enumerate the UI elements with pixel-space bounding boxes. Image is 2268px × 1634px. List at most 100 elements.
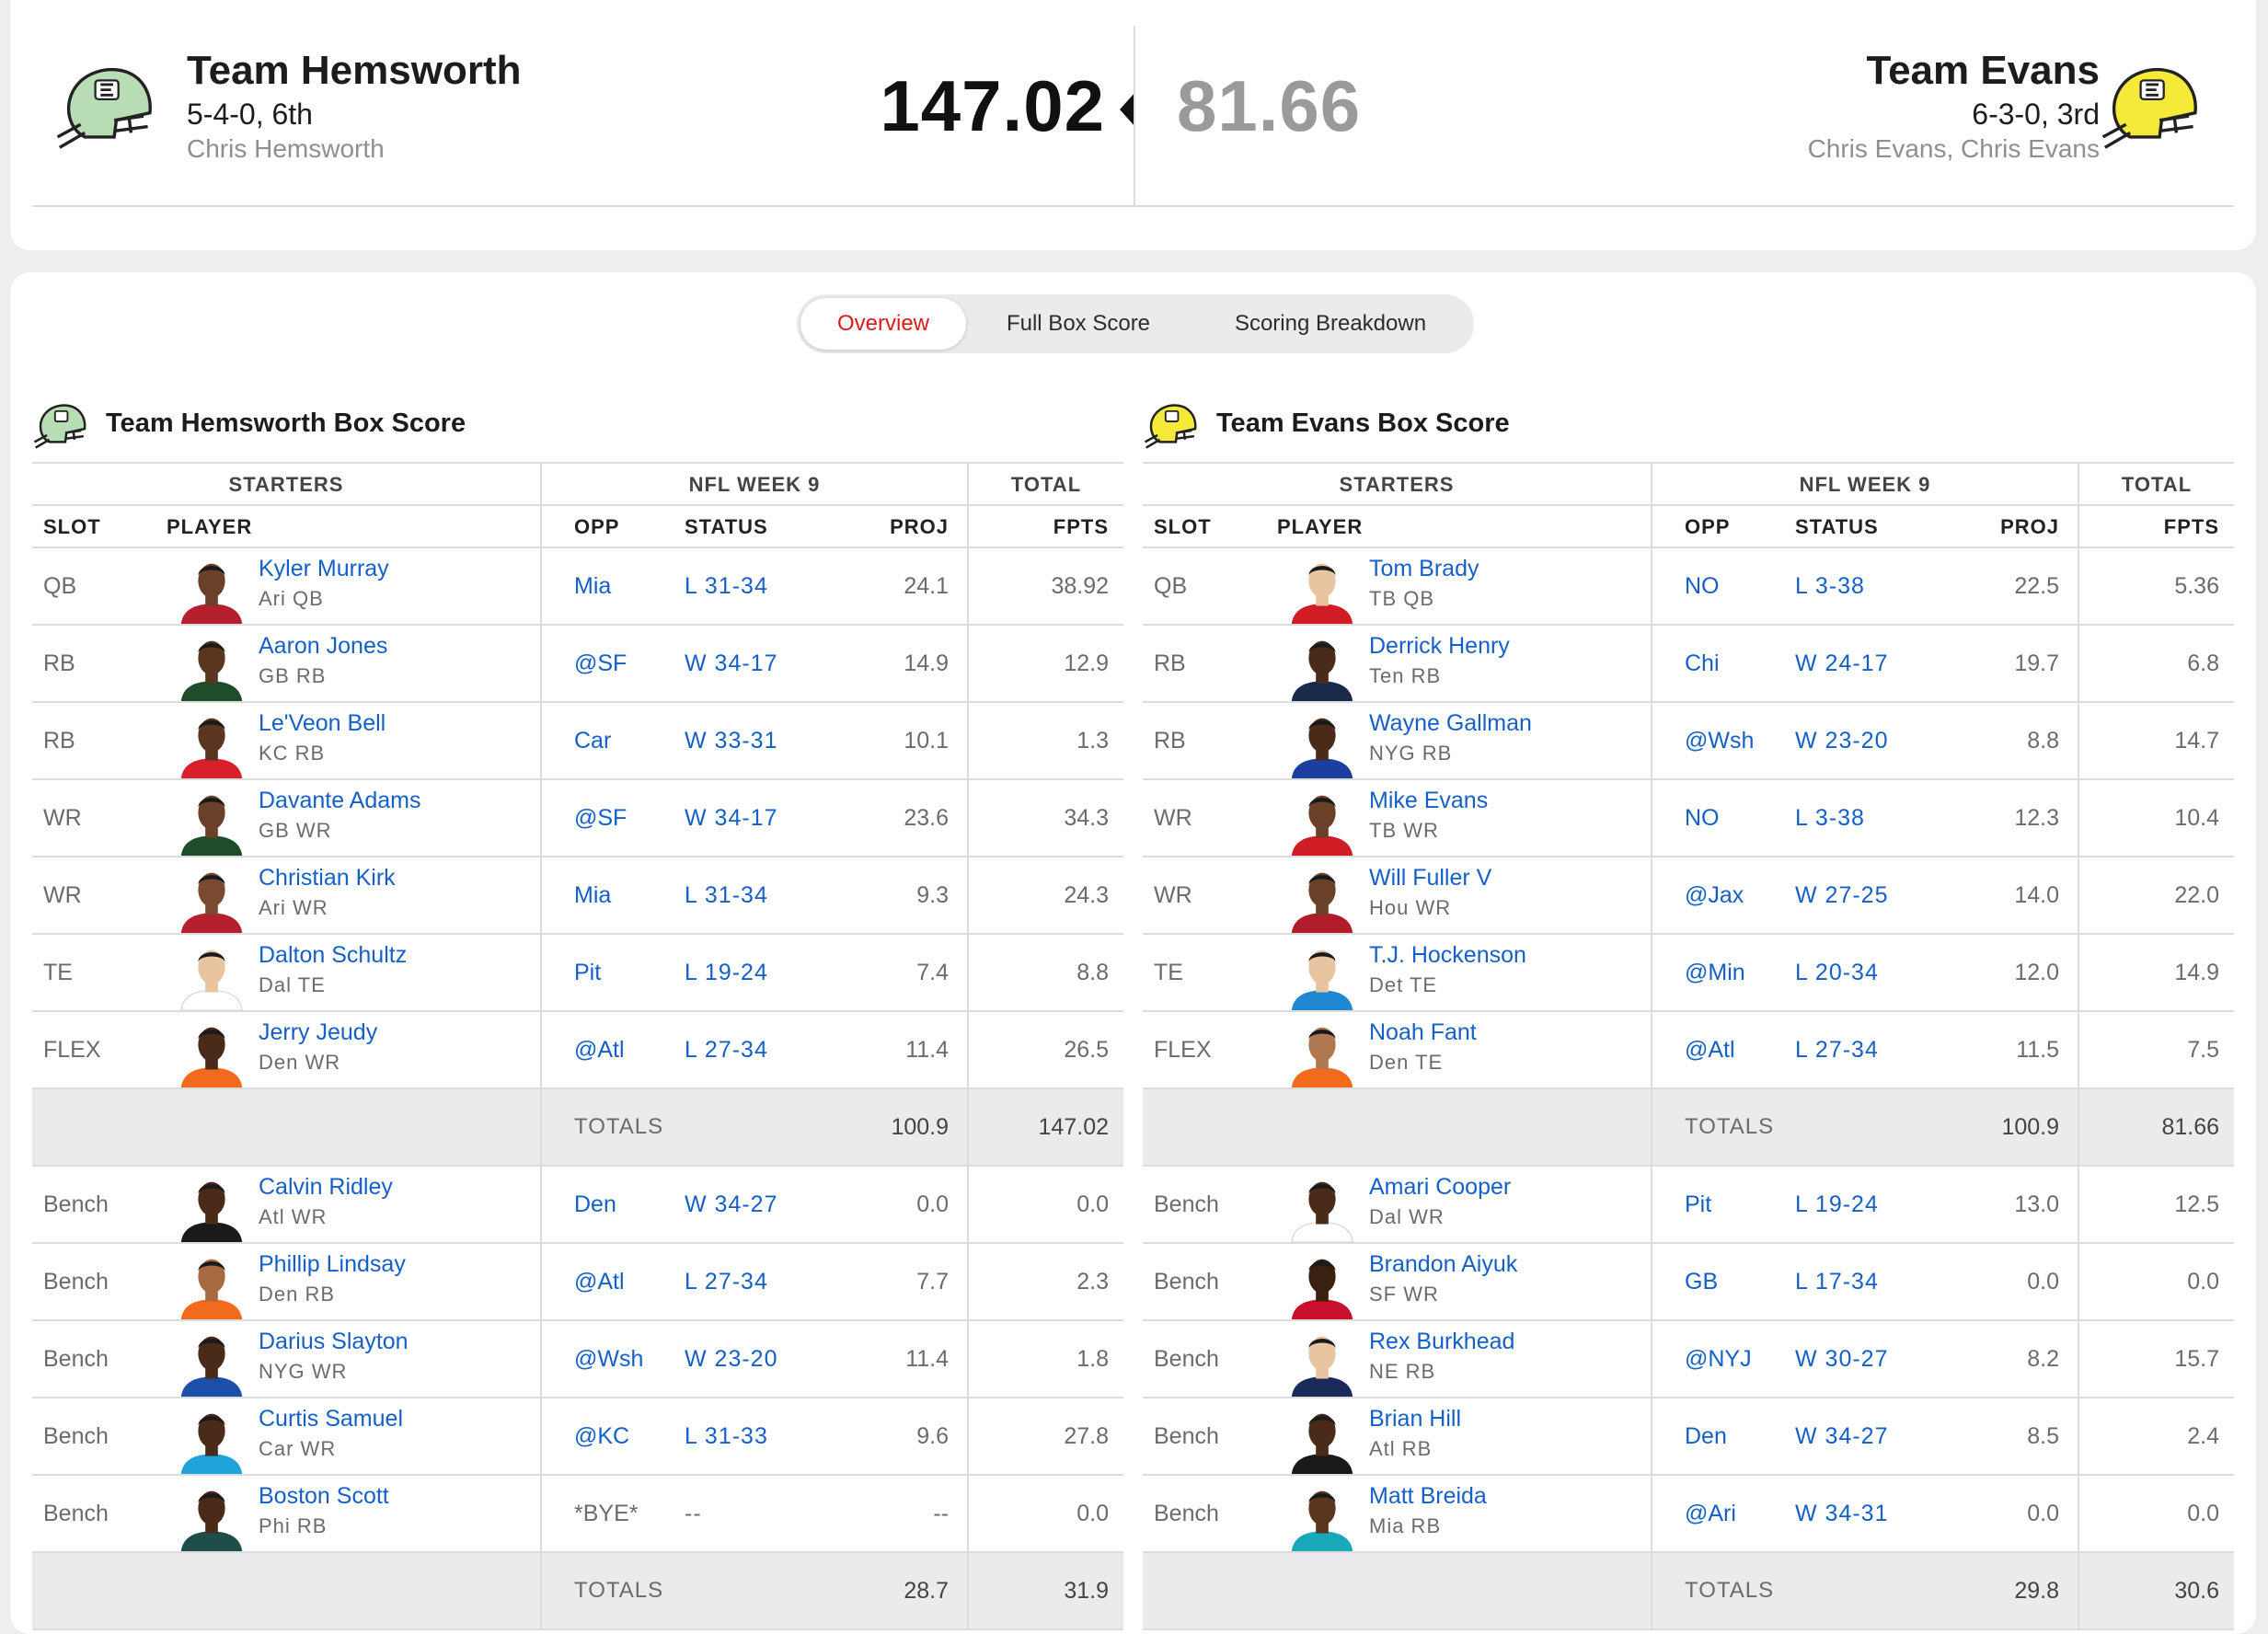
column-status[interactable]: STATUS	[1795, 515, 1879, 538]
column-opp[interactable]: OPP	[574, 515, 620, 538]
game-status-link[interactable]: W 34-17	[685, 650, 778, 676]
player-name-link[interactable]: Calvin Ridley	[259, 1174, 393, 1200]
home-team-name[interactable]: Team Hemsworth	[187, 48, 522, 93]
fantasy-points: 14.7	[2174, 728, 2219, 754]
opponent-link[interactable]: GB	[1685, 1269, 1719, 1295]
column-fpts[interactable]: FPTS	[2163, 515, 2219, 538]
opponent-link[interactable]: Den	[1685, 1423, 1727, 1449]
column-fpts[interactable]: FPTS	[1053, 515, 1109, 538]
game-status-link[interactable]: W 24-17	[1795, 650, 1889, 676]
player-team-position: Dal TE	[259, 973, 326, 996]
box-score-title: Team Hemsworth Box Score	[106, 408, 466, 438]
game-status-link[interactable]: L 27-34	[685, 1269, 768, 1295]
group-header-row: STARTERS NFL WEEK 9 TOTAL	[1143, 462, 2234, 506]
player-headshot	[1291, 718, 1353, 778]
opponent-link[interactable]: @SF	[574, 805, 627, 831]
player-name-link[interactable]: Dalton Schultz	[259, 942, 408, 968]
player-row: FLEX Jerry Jeudy Den WR @Atl L 27-34 11.4 26.5	[32, 1012, 1123, 1089]
home-team-owner[interactable]: Chris Hemsworth	[187, 134, 385, 163]
player-name-link[interactable]: Curtis Samuel	[259, 1406, 403, 1432]
player-name-link[interactable]: Matt Breida	[1369, 1483, 1487, 1509]
column-proj[interactable]: PROJ	[2000, 515, 2059, 538]
away-team-name[interactable]: Team Evans	[1866, 48, 2100, 93]
game-status-link[interactable]: L 31-34	[685, 882, 768, 908]
opponent-link[interactable]: @Atl	[1685, 1037, 1735, 1063]
game-status-link[interactable]: L 3-38	[1795, 805, 1865, 831]
opponent-link[interactable]: Pit	[574, 960, 602, 985]
opponent-link[interactable]: Den	[574, 1191, 616, 1217]
away-team-owner[interactable]: Chris Evans, Chris Evans	[1807, 134, 2100, 163]
player-name-link[interactable]: Davante Adams	[259, 788, 421, 813]
game-status-link[interactable]: L 19-24	[685, 960, 768, 985]
game-status-link[interactable]: L 17-34	[1795, 1269, 1879, 1295]
game-status-link[interactable]: W 33-31	[685, 728, 778, 754]
game-status-link[interactable]: W 34-17	[685, 805, 778, 831]
player-name-link[interactable]: Wayne Gallman	[1369, 710, 1532, 736]
player-name-link[interactable]: Kyler Murray	[259, 556, 389, 581]
opponent-link[interactable]: Car	[574, 728, 612, 754]
tab-scoring-breakdown[interactable]: Scoring Breakdown	[1234, 311, 1427, 336]
game-status-link[interactable]: L 27-34	[1795, 1037, 1879, 1063]
column-proj[interactable]: PROJ	[890, 515, 949, 538]
player-name-link[interactable]: Jerry Jeudy	[259, 1019, 378, 1045]
game-status-link[interactable]: W 34-27	[685, 1191, 778, 1217]
opponent-link[interactable]: @Atl	[574, 1269, 625, 1295]
opponent-link[interactable]: NO	[1685, 805, 1720, 831]
column-status[interactable]: STATUS	[685, 515, 768, 538]
opponent-link[interactable]: @SF	[574, 650, 627, 676]
game-status-link[interactable]: W 27-25	[1795, 882, 1889, 908]
player-name-link[interactable]: Mike Evans	[1369, 788, 1489, 813]
player-name-link[interactable]: Darius Slayton	[259, 1329, 409, 1354]
game-status-link[interactable]: L 19-24	[1795, 1191, 1879, 1217]
opponent-link[interactable]: @NYJ	[1685, 1346, 1752, 1372]
opponent-link[interactable]: Pit	[1685, 1191, 1712, 1217]
player-name-link[interactable]: Phillip Lindsay	[259, 1251, 406, 1277]
game-status-link[interactable]: L 27-34	[685, 1037, 768, 1063]
player-team-position: Den TE	[1369, 1051, 1444, 1074]
game-status-link[interactable]: W 34-31	[1795, 1501, 1889, 1526]
opponent-link[interactable]: @Jax	[1685, 882, 1744, 908]
roster-slot: Bench	[43, 1191, 109, 1217]
column-opp[interactable]: OPP	[1685, 515, 1731, 538]
player-name-link[interactable]: Aaron Jones	[259, 633, 388, 659]
player-name-link[interactable]: Derrick Henry	[1369, 633, 1510, 659]
game-status-link[interactable]: W 34-27	[1795, 1423, 1889, 1449]
opponent-link[interactable]: Mia	[574, 882, 612, 908]
column-slot[interactable]: SLOT	[1154, 515, 1212, 538]
tab-full-box-score[interactable]: Full Box Score	[1006, 311, 1151, 336]
opponent-link[interactable]: @KC	[574, 1423, 630, 1449]
player-name-link[interactable]: Tom Brady	[1369, 556, 1479, 581]
game-status-link[interactable]: L 3-38	[1795, 573, 1865, 599]
game-status-link[interactable]: W 23-20	[1795, 728, 1889, 754]
projected-points: 8.8	[2027, 728, 2059, 754]
game-status-link[interactable]: L 20-34	[1795, 960, 1879, 985]
column-slot[interactable]: SLOT	[43, 515, 101, 538]
player-name-link[interactable]: Brandon Aiyuk	[1369, 1251, 1518, 1277]
tab-overview[interactable]: Overview	[800, 298, 966, 350]
player-name-link[interactable]: Le'Veon Bell	[259, 710, 386, 736]
game-status-link[interactable]: W 23-20	[685, 1346, 778, 1372]
opponent-link[interactable]: @Wsh	[574, 1346, 644, 1372]
column-player[interactable]: PLAYER	[1277, 515, 1364, 538]
opponent-link[interactable]: @Wsh	[1685, 728, 1755, 754]
player-name-link[interactable]: Brian Hill	[1369, 1406, 1462, 1432]
game-status-link[interactable]: L 31-33	[685, 1423, 768, 1449]
player-name-link[interactable]: Amari Cooper	[1369, 1174, 1512, 1200]
opponent-link[interactable]: Chi	[1685, 650, 1720, 676]
player-name-link[interactable]: Rex Burkhead	[1369, 1329, 1515, 1354]
opponent-link[interactable]: @Atl	[574, 1037, 625, 1063]
player-name-link[interactable]: Boston Scott	[259, 1483, 389, 1509]
game-status-link[interactable]: L 31-34	[685, 573, 768, 599]
opponent-link[interactable]: @Ari	[1685, 1501, 1736, 1526]
opponent-link[interactable]: Mia	[574, 573, 612, 599]
player-name-link[interactable]: T.J. Hockenson	[1369, 942, 1526, 968]
opponent-link[interactable]: @Min	[1685, 960, 1745, 985]
roster-slot: Bench	[1154, 1423, 1219, 1449]
opponent-link[interactable]: NO	[1685, 573, 1720, 599]
game-status-link[interactable]: W 30-27	[1795, 1346, 1889, 1372]
projected-points: 9.3	[916, 882, 949, 908]
column-player[interactable]: PLAYER	[167, 515, 253, 538]
player-name-link[interactable]: Christian Kirk	[259, 865, 396, 891]
player-name-link[interactable]: Noah Fant	[1369, 1019, 1477, 1045]
player-name-link[interactable]: Will Fuller V	[1369, 865, 1492, 891]
